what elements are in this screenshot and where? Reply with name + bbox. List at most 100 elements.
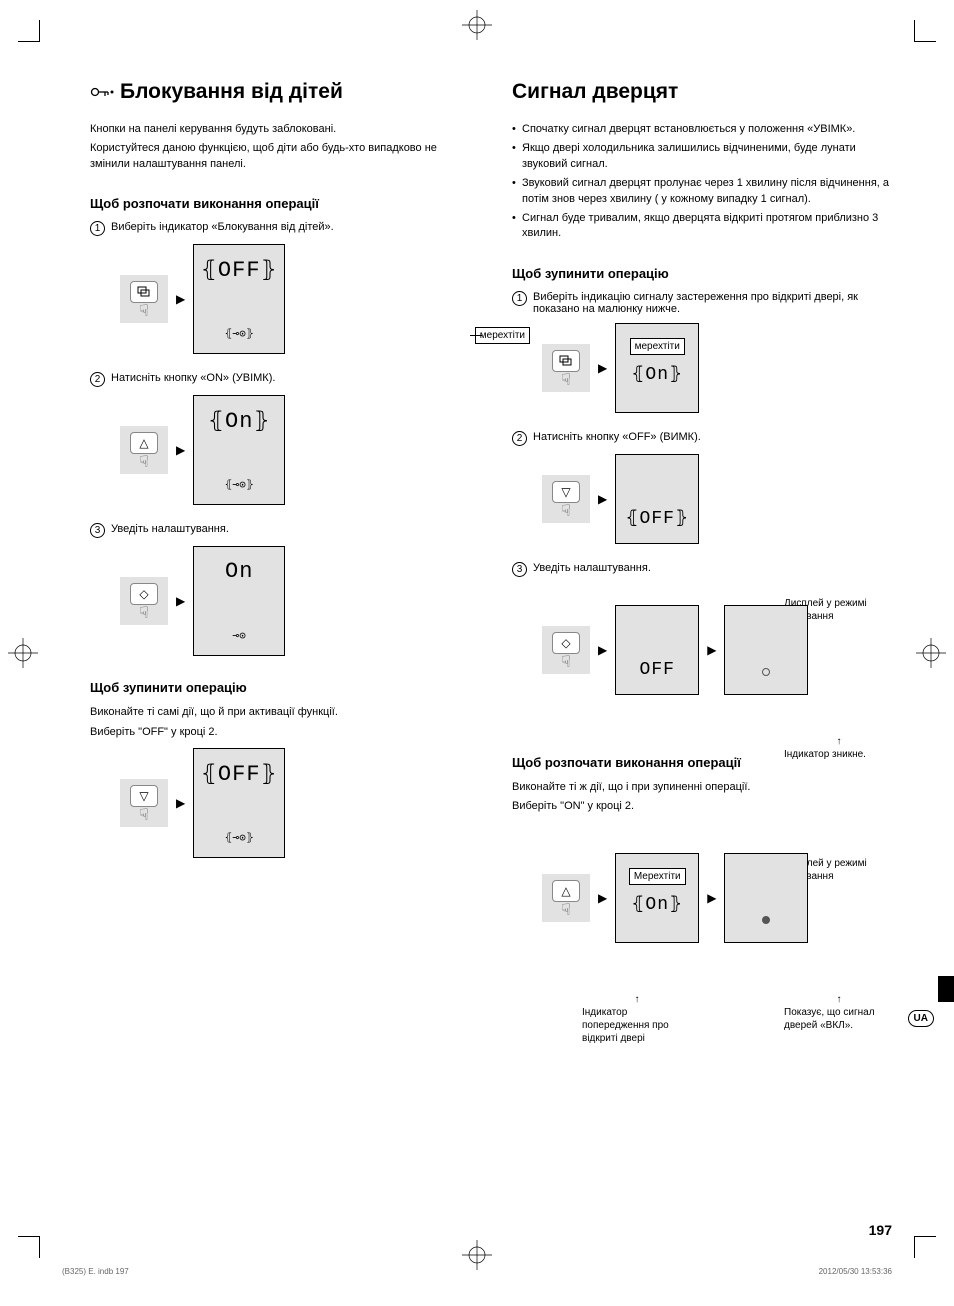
registration-mark bbox=[462, 1240, 492, 1270]
right-bullets: Спочатку сигнал дверцят встановлюється у… bbox=[512, 122, 894, 242]
arrow-icon: ▶ bbox=[707, 643, 716, 657]
confirm-button-icon: ◇ bbox=[552, 632, 580, 654]
start-text-1: Виконайте ті ж дії, що і при зупиненні о… bbox=[512, 780, 894, 795]
arrow-icon: ▶ bbox=[707, 891, 716, 905]
down-button-icon: ▽ bbox=[130, 785, 158, 807]
step-text: Виберіть індикацію сигналу застереження … bbox=[533, 291, 894, 315]
blink-label: Мерехтіти bbox=[629, 868, 686, 885]
step-text: Уведіть налаштування. bbox=[533, 562, 651, 574]
crop-mark bbox=[914, 1236, 936, 1258]
crop-mark bbox=[18, 1236, 40, 1258]
step-number: 3 bbox=[512, 562, 527, 577]
arrow-icon: ▶ bbox=[598, 891, 607, 905]
hand-icon: ☟ bbox=[561, 900, 571, 920]
blink-label: мерехтіти bbox=[630, 338, 685, 355]
arrow-icon: ▶ bbox=[176, 443, 185, 457]
display-panel: ⦃OFF⦄ ⦃⊸⊙⦄ bbox=[193, 748, 285, 858]
display-panel: ⦃On⦄ ⦃⊸⊙⦄ bbox=[193, 395, 285, 505]
down-button: ▽ ☟ bbox=[542, 475, 590, 523]
display-value: OFF bbox=[640, 660, 675, 680]
dot-indicator bbox=[762, 668, 770, 676]
right-section-stop: Щоб зупинити операцію bbox=[512, 266, 894, 281]
stop-text-2: Виберіть "OFF" у кроці 2. bbox=[90, 725, 472, 740]
left-intro-2: Користуйтеся даною функцією, щоб діти аб… bbox=[90, 141, 472, 172]
lock-indicator-icon: ⊸⊙ bbox=[233, 629, 246, 643]
up-button-icon: △ bbox=[130, 432, 158, 454]
down-button: ▽ ☟ bbox=[120, 779, 168, 827]
menu-button: ☟ bbox=[542, 344, 590, 392]
diagram-r-start: △ ☟ ▶ Мерехтіти ⦃On⦄ ▶ bbox=[542, 853, 894, 943]
display-value: ⦃OFF⦄ bbox=[625, 507, 689, 529]
diagram-r1: ☟ ▶ мерехтіти ⦃On⦄ bbox=[542, 323, 894, 413]
crop-mark bbox=[914, 20, 936, 42]
lock-indicator-icon: ⦃⊸⊙⦄ bbox=[225, 831, 254, 845]
step-number: 2 bbox=[90, 372, 105, 387]
diagram-r2: ▽ ☟ ▶ ⦃OFF⦄ bbox=[542, 454, 894, 544]
diagram-l3: ◇ ☟ ▶ On ⊸⊙ bbox=[120, 546, 472, 656]
bullet-item: Якщо двері холодильника залишились відчи… bbox=[512, 141, 894, 172]
left-title: Блокування від дітей bbox=[90, 80, 472, 104]
start-text-2: Виберіть "ON" у кроці 2. bbox=[512, 799, 894, 814]
footer-left: (B325) E. indb 197 bbox=[62, 1267, 129, 1276]
registration-mark bbox=[8, 638, 38, 668]
step-2: 2 Натисніть кнопку «OFF» (ВИМК). bbox=[512, 431, 894, 446]
annot-left: ↑ Індикатор попередження про відкриті дв… bbox=[582, 993, 692, 1045]
step-1: 1 Виберіть індикацію сигналу застереженн… bbox=[512, 291, 894, 315]
display-value: ⦃On⦄ bbox=[208, 408, 271, 434]
hand-icon: ☟ bbox=[561, 652, 571, 672]
confirm-button: ◇ ☟ bbox=[120, 577, 168, 625]
step-number: 1 bbox=[512, 291, 527, 306]
lock-indicator-icon: ⦃⊸⊙⦄ bbox=[225, 478, 254, 492]
up-button: △ ☟ bbox=[542, 874, 590, 922]
indicator-gone-label: ↑ Індикатор зникне. bbox=[784, 735, 894, 761]
hand-icon: ☟ bbox=[561, 370, 571, 390]
display-value: On bbox=[225, 559, 253, 584]
step-3: 3 Уведіть налаштування. bbox=[90, 523, 472, 538]
right-title: Сигнал дверцят bbox=[512, 80, 894, 104]
hand-icon: ☟ bbox=[561, 501, 571, 521]
registration-mark bbox=[916, 638, 946, 668]
crop-mark bbox=[18, 20, 40, 42]
key-lock-icon bbox=[90, 85, 114, 99]
arrow-icon: ▶ bbox=[176, 292, 185, 306]
step-text: Натисніть кнопку «OFF» (ВИМК). bbox=[533, 431, 701, 443]
display-value: ⦃On⦄ bbox=[631, 893, 683, 915]
dot-indicator-on bbox=[762, 916, 770, 924]
display-value: ⦃OFF⦄ bbox=[201, 761, 278, 787]
standby-display bbox=[724, 605, 808, 695]
stop-text-1: Виконайте ті самі дії, що й при активаці… bbox=[90, 705, 472, 720]
step-number: 1 bbox=[90, 221, 105, 236]
arrow-icon: ▶ bbox=[598, 643, 607, 657]
hand-icon: ☟ bbox=[139, 805, 149, 825]
standby-display bbox=[724, 853, 808, 943]
display-panel: мерехтіти ⦃On⦄ bbox=[615, 323, 699, 413]
left-title-text: Блокування від дітей bbox=[120, 80, 343, 104]
menu-button-icon bbox=[552, 350, 580, 372]
arrow-icon: ▶ bbox=[176, 594, 185, 608]
hand-icon: ☟ bbox=[139, 452, 149, 472]
arrow-icon: ▶ bbox=[176, 796, 185, 810]
step-text: Натисніть кнопку «ON» (УВІМК). bbox=[111, 372, 275, 384]
left-section-stop: Щоб зупинити операцію bbox=[90, 680, 472, 695]
bullet-item: Спочатку сигнал дверцят встановлюється у… bbox=[512, 122, 894, 137]
page-number: 197 bbox=[869, 1222, 892, 1238]
arrow-icon: ▶ bbox=[598, 361, 607, 375]
pointer-line bbox=[470, 335, 482, 336]
hand-icon: ☟ bbox=[139, 301, 149, 321]
step-text: Уведіть налаштування. bbox=[111, 523, 229, 535]
display-value: ⦃OFF⦄ bbox=[201, 257, 278, 283]
left-section-start: Щоб розпочати виконання операції bbox=[90, 196, 472, 211]
up-button: △ ☟ bbox=[120, 426, 168, 474]
step-number: 2 bbox=[512, 431, 527, 446]
step-1: 1 Виберіть індикатор «Блокування від діт… bbox=[90, 221, 472, 236]
bullet-item: Сигнал буде тривалим, якщо дверцята відк… bbox=[512, 211, 894, 242]
step-text: Виберіть індикатор «Блокування від дітей… bbox=[111, 221, 334, 233]
lock-indicator-icon: ⦃⊸⊙⦄ bbox=[225, 327, 254, 341]
display-panel: ⦃OFF⦄ ⦃⊸⊙⦄ bbox=[193, 244, 285, 354]
confirm-button: ◇ ☟ bbox=[542, 626, 590, 674]
diagram-l2: △ ☟ ▶ ⦃On⦄ ⦃⊸⊙⦄ bbox=[120, 395, 472, 505]
annot-right: ↑ Показує, що сигнал дверей «ВКЛ». bbox=[784, 993, 894, 1032]
step-2: 2 Натисніть кнопку «ON» (УВІМК). bbox=[90, 372, 472, 387]
bullet-item: Звуковий сигнал дверцят пролунає через 1… bbox=[512, 176, 894, 207]
left-intro-1: Кнопки на панелі керування будуть заблок… bbox=[90, 122, 472, 137]
